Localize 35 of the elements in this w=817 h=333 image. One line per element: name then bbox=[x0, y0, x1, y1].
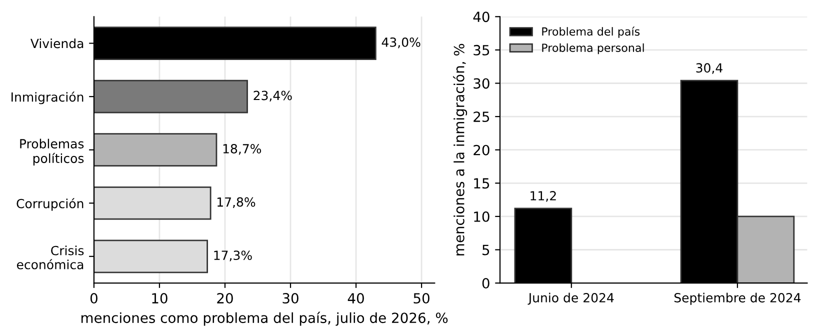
bar bbox=[94, 133, 218, 167]
data-label: 18,7% bbox=[223, 144, 262, 155]
x-tick-label: 0 bbox=[90, 293, 98, 304]
data-label: 17,3% bbox=[214, 250, 252, 262]
x-tick-label: 50 bbox=[414, 293, 430, 304]
y-tick-label: Inmigración bbox=[12, 92, 84, 104]
y-tick-label: 10 bbox=[474, 211, 490, 222]
legend-label: Problema del país bbox=[542, 26, 640, 38]
y-tick-label: 5 bbox=[482, 244, 490, 256]
data-label: 30,4 bbox=[696, 63, 722, 74]
y-tick-label: Corrupción bbox=[16, 198, 84, 211]
x-tick-label: 40 bbox=[348, 293, 364, 304]
data-label: 11,2 bbox=[530, 191, 556, 202]
x-tick-label: 30 bbox=[282, 293, 298, 304]
y-tick-label: 20 bbox=[474, 144, 490, 156]
bar bbox=[94, 80, 248, 114]
y-tick-label: Problemas políticos bbox=[20, 138, 84, 166]
y-tick-label: 35 bbox=[474, 44, 490, 56]
y-tick-label: 0 bbox=[482, 278, 490, 289]
data-label: 43,0% bbox=[382, 37, 420, 48]
y-tick-label: 25 bbox=[474, 112, 490, 122]
x-tick-label: Junio de 2024 bbox=[528, 292, 614, 305]
x-tick-label: 10 bbox=[152, 293, 168, 304]
y-axis-title: menciones a la inmigración, % bbox=[453, 44, 468, 256]
y-tick-label: Vivienda bbox=[30, 38, 84, 48]
x-tick-label: Septiembre de 2024 bbox=[674, 292, 801, 305]
x-tick-label: 20 bbox=[217, 293, 233, 304]
data-label: 17,8% bbox=[218, 197, 256, 208]
y-tick-label: 15 bbox=[474, 178, 490, 189]
legend-label: Problema personal bbox=[542, 43, 644, 54]
y-tick-label: 40 bbox=[473, 12, 490, 22]
y-tick-label: Crisis económica bbox=[16, 246, 84, 270]
y-tick-label: 30 bbox=[474, 78, 490, 89]
data-label: 23,4% bbox=[254, 90, 292, 102]
x-axis-title: menciones como problema del país, julio de 2026, % bbox=[81, 312, 448, 326]
